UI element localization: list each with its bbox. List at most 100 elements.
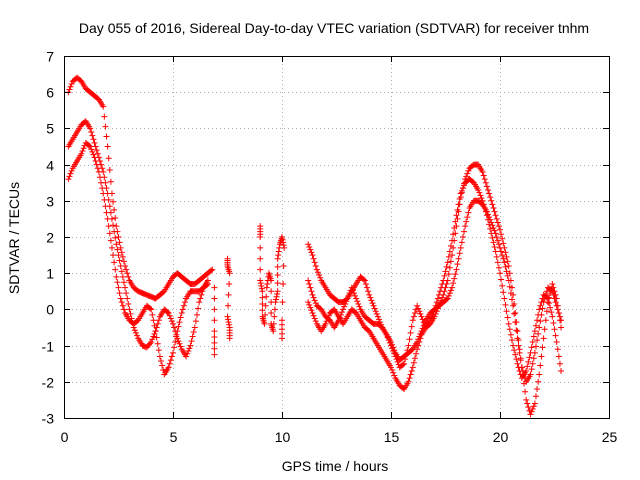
data-point [513, 319, 520, 326]
data-point [168, 318, 175, 325]
data-point [175, 323, 182, 330]
data-point [491, 227, 498, 234]
data-point [491, 243, 498, 250]
data-point [537, 302, 544, 309]
data-point [257, 255, 264, 262]
data-point [306, 281, 313, 288]
data-point [100, 190, 107, 197]
data-point [268, 277, 275, 284]
y-tick-label: -1 [42, 339, 55, 355]
data-point [441, 272, 448, 279]
data-point [118, 268, 125, 275]
data-point [529, 405, 536, 412]
data-point [546, 300, 553, 307]
y-tick-labels: -3 -2 -1 0 1 2 3 4 5 6 7 [42, 49, 55, 427]
data-point [432, 302, 439, 309]
data-point [524, 400, 531, 407]
data-point [197, 295, 204, 302]
data-point [490, 239, 497, 246]
data-point [511, 310, 518, 317]
data-point [117, 244, 124, 251]
data-point [106, 167, 113, 174]
data-point [408, 323, 415, 330]
data-point [195, 305, 202, 312]
data-point [153, 334, 160, 341]
y-tick-label: -3 [42, 411, 55, 427]
data-point [264, 281, 271, 288]
data-point [482, 208, 489, 215]
data-point [517, 355, 524, 362]
data-point [274, 255, 281, 262]
data-point [226, 335, 233, 342]
data-point [481, 205, 488, 212]
data-point [511, 300, 518, 307]
data-point [499, 252, 506, 259]
data-point [65, 176, 72, 183]
data-point [159, 362, 166, 369]
data-point [108, 244, 115, 251]
x-tick-label: 25 [602, 429, 618, 445]
data-point [211, 334, 218, 341]
data-point [88, 146, 95, 153]
data-point [504, 314, 511, 321]
data-point [91, 154, 98, 161]
data-point [178, 310, 185, 317]
data-point [505, 320, 512, 327]
data-point [433, 299, 440, 306]
data-point [528, 408, 535, 415]
data-point [538, 299, 545, 306]
data-point [390, 369, 397, 376]
data-point [502, 301, 509, 308]
data-point [530, 333, 537, 340]
data-point [488, 230, 495, 237]
data-point [528, 366, 535, 373]
data-point [429, 311, 436, 318]
data-point [543, 294, 550, 301]
series-track-e [305, 161, 565, 418]
data-point [263, 284, 270, 291]
data-point [454, 261, 461, 268]
data-point [531, 400, 538, 407]
data-point [337, 311, 344, 318]
data-point [464, 214, 471, 221]
data-point [483, 212, 490, 219]
data-point [312, 262, 319, 269]
data-point [94, 150, 101, 157]
data-point [493, 253, 500, 260]
data-point [175, 338, 182, 345]
data-point [368, 297, 375, 304]
data-point [155, 317, 162, 324]
data-point [89, 148, 96, 155]
data-point [491, 208, 498, 215]
data-point [96, 174, 103, 181]
data-point [459, 234, 466, 240]
data-point [114, 279, 121, 286]
data-point [373, 310, 380, 317]
data-point [113, 273, 120, 280]
data-point [389, 345, 396, 352]
data-point [280, 239, 287, 246]
data-point [455, 201, 462, 208]
data-point [170, 320, 176, 327]
data-point [273, 293, 280, 300]
data-point [94, 165, 101, 172]
data-point [485, 186, 492, 193]
data-point [530, 355, 537, 362]
data-point [402, 356, 409, 363]
data-point [150, 333, 157, 340]
data-point [501, 295, 508, 302]
data-point [103, 133, 110, 140]
data-point [538, 353, 545, 360]
data-point [552, 291, 559, 298]
data-point [512, 351, 519, 358]
data-point [453, 266, 460, 273]
data-point [95, 168, 102, 175]
data-point [523, 396, 530, 403]
data-point [165, 364, 172, 371]
data-point [446, 290, 453, 297]
data-point [372, 308, 379, 315]
data-point [529, 338, 536, 345]
data-point [445, 253, 452, 260]
data-point [343, 298, 350, 305]
